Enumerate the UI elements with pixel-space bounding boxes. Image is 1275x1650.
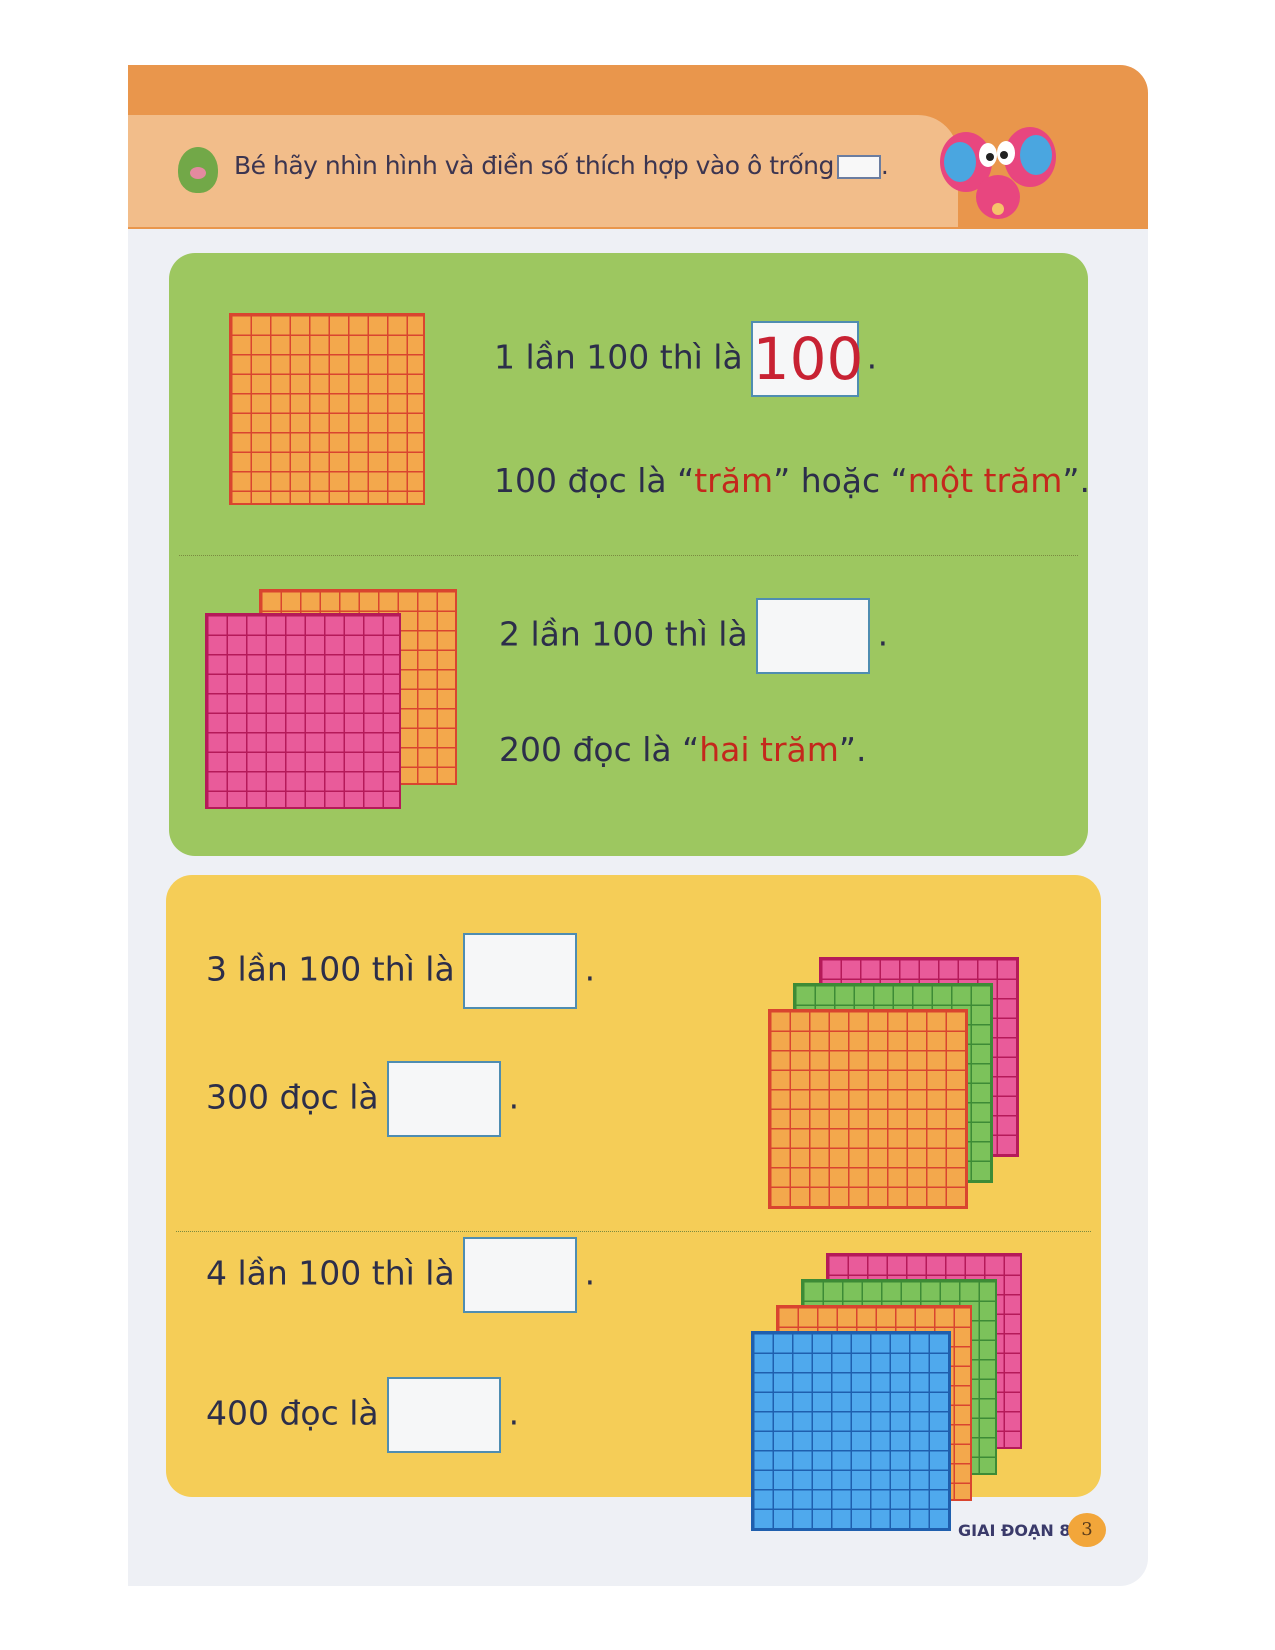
row3-read-text: 300 đọc là [206,1077,379,1117]
text: 200 đọc là “ [499,730,700,769]
row3-read-box[interactable] [386,1061,501,1137]
green-panel: 1 lần 100 thì là 100. 100 đọc là “trăm” h… [169,253,1090,856]
row3-line2: 300 đọc là. [206,1061,519,1137]
row1-line2: 100 đọc là “trăm” hoặc “một trăm”. [494,461,1090,500]
text: ”. [838,730,867,769]
hundred-block-orange [229,313,425,505]
row2-line2: 200 đọc là “hai trăm”. [499,730,867,769]
row2-text: 2 lần 100 thì là [499,614,748,654]
row4-line1: 4 lần 100 thì là. [206,1237,595,1313]
instruction-period: . [880,151,889,180]
frog-icon [178,147,218,193]
stage-label: GIAI ĐOẠN 8 [958,1521,1071,1540]
row4-answer-box[interactable] [462,1237,577,1313]
row2-line1: 2 lần 100 thì là. [499,598,888,674]
text: 100 đọc là “ [494,461,695,500]
period: . [584,949,596,989]
word-mot-tram: một trăm [907,461,1063,500]
worksheet-page: Bé hãy nhìn hình và điền số thích hợp và… [128,65,1148,1586]
divider [179,555,1078,556]
blank-box-icon [836,155,881,179]
row4-read-text: 400 đọc là [206,1393,379,1433]
page-number: 3 [1068,1513,1106,1547]
period: . [584,1253,596,1293]
instruction-banner [128,115,958,227]
word-tram: trăm [694,461,774,500]
row1-answer-box[interactable]: 100 [750,321,863,397]
row3-answer-box[interactable] [462,933,577,1009]
row1-text: 1 lần 100 thì là [494,337,743,377]
row2-answer-box[interactable] [755,598,870,674]
row4-line2: 400 đọc là. [206,1377,519,1453]
row3-text: 3 lần 100 thì là [206,949,455,989]
text: ”. [1062,461,1090,500]
instruction-label: Bé hãy nhìn hình và điền số thích hợp và… [234,151,834,180]
period: . [877,614,889,654]
divider [176,1231,1091,1232]
word-hai-tram: hai trăm [699,730,839,769]
row1-line1: 1 lần 100 thì là 100. [494,321,877,397]
row3-line1: 3 lần 100 thì là. [206,933,595,1009]
text: ” hoặc “ [773,461,908,500]
period: . [866,337,878,377]
period: . [508,1077,520,1117]
row4-text: 4 lần 100 thì là [206,1253,455,1293]
yellow-panel: 3 lần 100 thì là. 300 đọc là. 4 lần 100 … [166,875,1101,1531]
hundred-block-blue [751,1331,951,1531]
instruction-text: Bé hãy nhìn hình và điền số thích hợp và… [234,151,889,180]
butterfly-icon [940,127,1056,219]
row4-read-box[interactable] [386,1377,501,1453]
period: . [508,1393,520,1433]
hundred-block-orange [768,1009,968,1209]
hundred-block-pink [205,613,401,809]
